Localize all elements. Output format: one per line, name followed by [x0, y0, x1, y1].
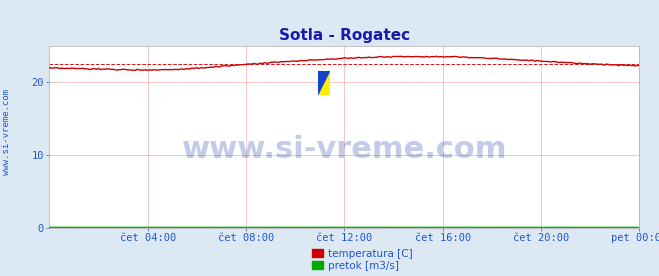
- Legend: temperatura [C], pretok [m3/s]: temperatura [C], pretok [m3/s]: [312, 249, 413, 271]
- Text: www.si-vreme.com: www.si-vreme.com: [182, 135, 507, 164]
- Title: Sotla - Rogatec: Sotla - Rogatec: [279, 28, 410, 43]
- Polygon shape: [318, 71, 330, 95]
- Text: www.si-vreme.com: www.si-vreme.com: [2, 89, 11, 176]
- Polygon shape: [318, 71, 330, 95]
